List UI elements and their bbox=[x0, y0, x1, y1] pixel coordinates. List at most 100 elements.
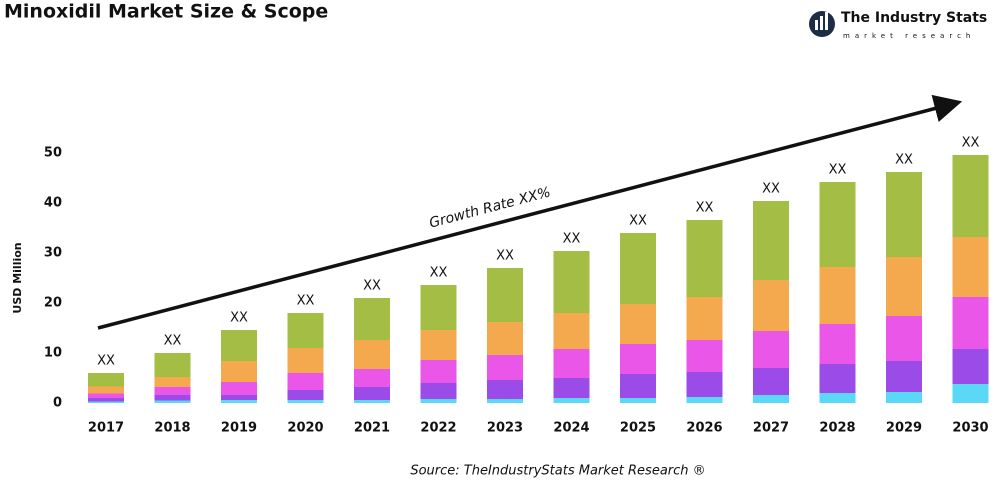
bar-segment bbox=[952, 237, 989, 297]
x-tick-label: 2024 bbox=[553, 421, 589, 436]
bar-segment bbox=[354, 340, 390, 369]
bar-segment bbox=[553, 398, 590, 403]
bar-segment bbox=[420, 285, 457, 330]
bar-segment bbox=[952, 349, 989, 384]
bar-segment bbox=[287, 400, 324, 403]
bar-segment bbox=[620, 398, 656, 403]
bar-segment bbox=[88, 398, 124, 402]
bar-segment bbox=[620, 304, 656, 344]
bar-segment bbox=[487, 399, 523, 403]
bar-segment bbox=[287, 373, 324, 390]
y-tick-label: 30 bbox=[44, 246, 62, 261]
bar-segment bbox=[753, 331, 789, 368]
bar-segment bbox=[287, 348, 324, 373]
bar-segment bbox=[420, 330, 457, 360]
x-tick-label: 2028 bbox=[819, 421, 855, 436]
bar-segment bbox=[819, 364, 856, 393]
bar-segment bbox=[886, 361, 922, 392]
x-tick-label: 2022 bbox=[420, 421, 456, 436]
bar-segment bbox=[819, 267, 856, 324]
x-tick-label: 2030 bbox=[952, 421, 988, 436]
bar-segment bbox=[487, 355, 523, 380]
logo-icon bbox=[825, 12, 828, 30]
x-tick-label: 2019 bbox=[221, 421, 257, 436]
bar-segment bbox=[886, 392, 922, 403]
bar-label: XX bbox=[762, 182, 780, 197]
logo-text: The Industry Stats bbox=[841, 10, 987, 26]
bar-segment bbox=[686, 297, 723, 340]
bar-segment bbox=[420, 399, 457, 403]
bar-segment bbox=[88, 373, 124, 387]
bar-segment bbox=[686, 220, 723, 297]
bar-label: XX bbox=[297, 294, 315, 309]
bar-segment bbox=[487, 268, 523, 322]
bar-label: XX bbox=[230, 311, 248, 326]
bar-segment bbox=[620, 344, 656, 374]
bar-label: XX bbox=[363, 279, 381, 294]
bar-label: XX bbox=[430, 266, 448, 281]
x-tick-label: 2025 bbox=[620, 421, 656, 436]
x-tick-label: 2017 bbox=[88, 421, 124, 436]
bar-segment bbox=[354, 369, 390, 387]
y-tick-label: 10 bbox=[44, 346, 62, 361]
bar-label: XX bbox=[164, 334, 182, 349]
bar-segment bbox=[354, 298, 390, 340]
bar-segment bbox=[886, 172, 922, 257]
bar-segment bbox=[753, 280, 789, 331]
y-tick-label: 0 bbox=[53, 396, 62, 411]
bar-segment bbox=[753, 395, 789, 403]
bar-segment bbox=[420, 360, 457, 383]
x-tick-label: 2023 bbox=[487, 421, 523, 436]
bar-segment bbox=[819, 393, 856, 403]
bar-segment bbox=[553, 378, 590, 398]
bar-segment bbox=[686, 372, 723, 397]
bar-label: XX bbox=[829, 163, 847, 178]
bar-segment bbox=[221, 361, 257, 382]
bar-segment bbox=[753, 368, 789, 395]
bar-label: XX bbox=[97, 354, 115, 369]
bar-segment bbox=[354, 387, 390, 400]
bar-segment bbox=[88, 393, 124, 398]
bar-segment bbox=[753, 201, 789, 280]
bar-segment bbox=[952, 297, 989, 349]
bar-segment bbox=[154, 353, 191, 377]
bar-segment bbox=[420, 383, 457, 399]
bar-segment bbox=[221, 330, 257, 361]
bar-segment bbox=[221, 400, 257, 403]
bar-label: XX bbox=[496, 249, 514, 264]
growth-arrow bbox=[97, 94, 963, 330]
x-tick-label: 2026 bbox=[686, 421, 722, 436]
bar-segment bbox=[88, 386, 124, 394]
logo-icon bbox=[820, 16, 823, 30]
y-tick-label: 20 bbox=[44, 296, 62, 311]
bar-segment bbox=[620, 374, 656, 398]
bar-label: XX bbox=[895, 153, 913, 168]
logo-icon bbox=[815, 20, 818, 30]
bar-segment bbox=[686, 340, 723, 372]
bar-segment bbox=[553, 251, 590, 313]
bar-segment bbox=[620, 233, 656, 304]
bar-segment bbox=[221, 395, 257, 400]
bar-segment bbox=[287, 313, 324, 348]
bar-label: XX bbox=[696, 201, 714, 216]
bar-segment bbox=[354, 400, 390, 403]
bar-segment bbox=[819, 324, 856, 364]
x-tick-label: 2020 bbox=[287, 421, 323, 436]
bar-segment bbox=[952, 155, 989, 237]
chart-title: Minoxidil Market Size & Scope bbox=[4, 1, 328, 23]
bar-segment bbox=[154, 395, 191, 401]
bar-segment bbox=[487, 380, 523, 399]
bar-label: XX bbox=[563, 232, 581, 247]
x-tick-label: 2027 bbox=[753, 421, 789, 436]
bar-segment bbox=[886, 257, 922, 316]
bar-segment bbox=[154, 377, 191, 387]
x-tick-label: 2029 bbox=[886, 421, 922, 436]
bar-segment bbox=[952, 384, 989, 403]
y-tick-label: 50 bbox=[44, 146, 62, 161]
y-axis-label: USD Million bbox=[11, 242, 24, 313]
bar-segment bbox=[819, 182, 856, 267]
bar-segment bbox=[886, 316, 922, 361]
bar-segment bbox=[287, 390, 324, 400]
source: Source: TheIndustryStats Market Research… bbox=[410, 464, 705, 479]
